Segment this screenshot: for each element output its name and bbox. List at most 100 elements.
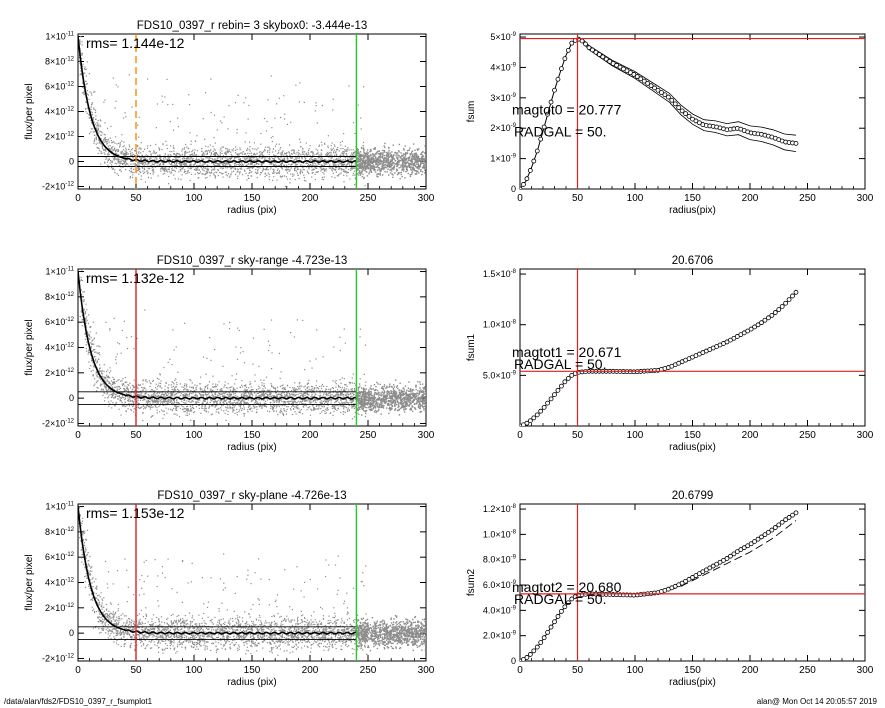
y-tick-label: 4×10-9 bbox=[490, 62, 516, 72]
scatter-point bbox=[114, 386, 116, 388]
scatter-point bbox=[113, 157, 116, 159]
lower-envelope-line bbox=[583, 43, 797, 152]
scatter-point bbox=[138, 168, 140, 170]
scatter-point bbox=[254, 401, 256, 403]
scatter-point bbox=[85, 86, 87, 88]
scatter-point-outer bbox=[410, 173, 413, 176]
scatter-point bbox=[80, 267, 81, 268]
scatter-point bbox=[330, 398, 332, 401]
scatter-point-outer bbox=[424, 145, 426, 147]
scatter-point bbox=[346, 401, 348, 404]
scatter-point bbox=[91, 94, 93, 96]
scatter-point bbox=[345, 167, 347, 169]
scatter-point-outer bbox=[415, 158, 417, 161]
scatter-point bbox=[139, 158, 142, 161]
scatter-point bbox=[321, 402, 323, 404]
scatter-point-outer bbox=[386, 155, 389, 157]
scatter-point bbox=[224, 171, 226, 173]
scatter-point-outer bbox=[397, 163, 400, 166]
scatter-point bbox=[245, 384, 247, 386]
scatter-point-outer bbox=[365, 168, 367, 170]
scatter-point bbox=[228, 163, 231, 165]
scatter-point bbox=[333, 406, 336, 408]
scatter-point-outer bbox=[423, 165, 425, 168]
x-tick-label: 100 bbox=[627, 193, 644, 204]
scatter-point bbox=[98, 369, 100, 371]
scatter-point bbox=[176, 164, 178, 167]
scatter-point bbox=[247, 402, 249, 405]
scatter-point bbox=[126, 387, 128, 389]
scatter-point bbox=[302, 167, 304, 169]
scatter-point bbox=[243, 102, 245, 104]
scatter-point bbox=[179, 154, 182, 156]
scatter-point bbox=[330, 149, 333, 151]
scatter-point bbox=[187, 156, 189, 158]
scatter-point-outer bbox=[366, 175, 369, 177]
fsum-marker bbox=[559, 66, 564, 72]
scatter-point bbox=[338, 150, 340, 152]
scatter-point-outer bbox=[373, 165, 375, 168]
scatter-point bbox=[312, 159, 314, 161]
scatter-point bbox=[309, 401, 312, 403]
scatter-point bbox=[267, 172, 269, 174]
scatter-point bbox=[136, 151, 138, 153]
scatter-point-outer bbox=[423, 158, 425, 161]
scatter-point bbox=[291, 149, 293, 152]
scatter-point bbox=[124, 155, 127, 157]
scatter-point bbox=[147, 78, 149, 80]
scatter-point-outer bbox=[362, 147, 365, 150]
scatter-point-outer bbox=[396, 152, 399, 154]
scatter-point bbox=[133, 168, 135, 170]
scatter-point bbox=[316, 408, 318, 410]
scatter-point bbox=[341, 402, 344, 404]
scatter-point bbox=[144, 157, 146, 160]
scatter-point-outer bbox=[403, 153, 406, 155]
scatter-point-outer bbox=[387, 154, 390, 157]
scatter-point bbox=[286, 178, 289, 180]
scatter-point bbox=[324, 158, 326, 160]
scatter-point bbox=[164, 385, 166, 387]
x-tick-label: 300 bbox=[418, 193, 435, 204]
scatter-point-outer bbox=[382, 159, 385, 162]
scatter-point bbox=[230, 151, 232, 153]
scatter-point bbox=[209, 144, 211, 146]
scatter-point bbox=[352, 156, 355, 158]
scatter-point-outer bbox=[358, 165, 361, 168]
scatter-point-outer bbox=[366, 157, 369, 160]
scatter-point bbox=[352, 154, 354, 157]
scatter-point-outer bbox=[370, 167, 372, 170]
x-tick-label: 0 bbox=[75, 193, 81, 204]
scatter-point bbox=[189, 179, 191, 182]
scatter-point bbox=[310, 396, 312, 398]
scatter-point bbox=[333, 152, 335, 154]
scatter-point bbox=[295, 402, 297, 404]
scatter-point bbox=[245, 155, 248, 157]
scatter-point bbox=[284, 152, 286, 154]
panel-profile2: 0 50 100 150 200 250 300-2×10-1202×10-124×10-1… bbox=[24, 255, 435, 453]
scatter-point bbox=[294, 158, 296, 161]
scatter-point bbox=[154, 153, 156, 155]
scatter-point bbox=[324, 396, 326, 398]
scatter-point-outer bbox=[368, 167, 370, 170]
scatter-point bbox=[153, 164, 156, 166]
scatter-point bbox=[278, 405, 280, 408]
scatter-point bbox=[163, 163, 165, 165]
scatter-point bbox=[259, 153, 261, 155]
scatter-point-outer bbox=[406, 169, 408, 172]
scatter-point bbox=[164, 168, 166, 171]
scatter-point bbox=[233, 409, 235, 411]
scatter-point bbox=[213, 136, 215, 139]
scatter-point bbox=[95, 136, 97, 138]
scatter-point bbox=[90, 92, 92, 94]
scatter-point bbox=[203, 153, 205, 155]
scatter-point bbox=[190, 167, 192, 170]
scatter-point bbox=[143, 161, 146, 164]
scatter-point bbox=[347, 168, 350, 171]
scatter-point bbox=[318, 144, 321, 146]
scatter-point bbox=[258, 155, 261, 157]
scatter-point-outer bbox=[418, 148, 420, 150]
scatter-point bbox=[358, 161, 360, 163]
mean-profile-line bbox=[78, 36, 357, 164]
scatter-point bbox=[185, 162, 187, 164]
scatter-point bbox=[93, 343, 95, 345]
